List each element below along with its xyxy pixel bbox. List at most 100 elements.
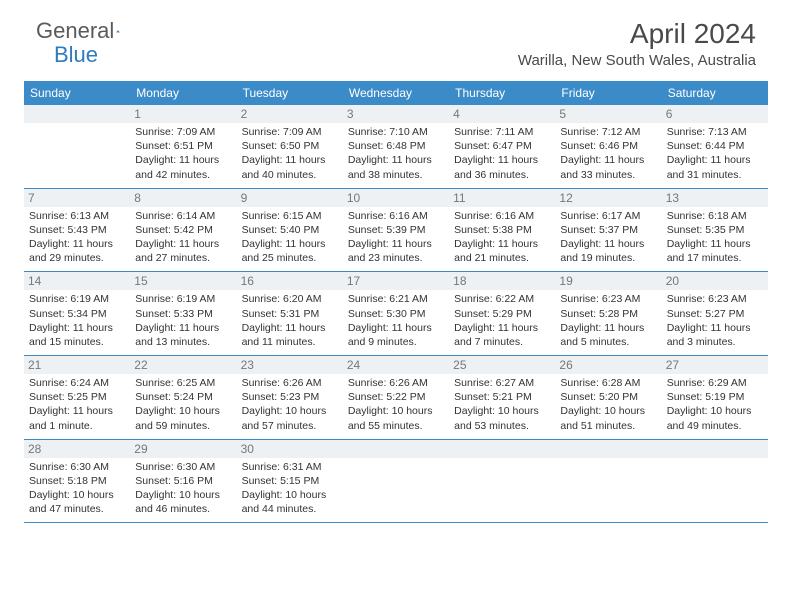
sunset-text: Sunset: 5:31 PM xyxy=(242,307,338,321)
day-number: 10 xyxy=(343,189,449,207)
logo-text-general: General xyxy=(36,18,114,44)
sunrise-text: Sunrise: 7:09 AM xyxy=(242,125,338,139)
daylight-text: Daylight: 11 hours and 25 minutes. xyxy=(242,237,338,265)
day-cell xyxy=(662,440,768,523)
day-number: 26 xyxy=(555,356,661,374)
sunset-text: Sunset: 5:18 PM xyxy=(29,474,125,488)
weekday-header-row: Sunday Monday Tuesday Wednesday Thursday… xyxy=(24,81,768,105)
day-cell: 7Sunrise: 6:13 AMSunset: 5:43 PMDaylight… xyxy=(24,189,130,272)
day-cell: 17Sunrise: 6:21 AMSunset: 5:30 PMDayligh… xyxy=(343,272,449,355)
week-row: 1Sunrise: 7:09 AMSunset: 6:51 PMDaylight… xyxy=(24,105,768,189)
daylight-text: Daylight: 11 hours and 9 minutes. xyxy=(348,321,444,349)
day-cell: 13Sunrise: 6:18 AMSunset: 5:35 PMDayligh… xyxy=(662,189,768,272)
sunrise-text: Sunrise: 6:28 AM xyxy=(560,376,656,390)
sunrise-text: Sunrise: 6:21 AM xyxy=(348,292,444,306)
sunrise-text: Sunrise: 6:24 AM xyxy=(29,376,125,390)
weekday-header: Monday xyxy=(130,81,236,105)
sunrise-text: Sunrise: 6:31 AM xyxy=(242,460,338,474)
daylight-text: Daylight: 10 hours and 59 minutes. xyxy=(135,404,231,432)
sunset-text: Sunset: 5:24 PM xyxy=(135,390,231,404)
day-number: 29 xyxy=(130,440,236,458)
daylight-text: Daylight: 11 hours and 3 minutes. xyxy=(667,321,763,349)
week-row: 14Sunrise: 6:19 AMSunset: 5:34 PMDayligh… xyxy=(24,272,768,356)
weekday-header: Wednesday xyxy=(343,81,449,105)
logo-triangle-icon xyxy=(116,23,120,39)
logo: General Blue xyxy=(36,18,140,44)
day-cell: 29Sunrise: 6:30 AMSunset: 5:16 PMDayligh… xyxy=(130,440,236,523)
daylight-text: Daylight: 10 hours and 57 minutes. xyxy=(242,404,338,432)
sunset-text: Sunset: 6:51 PM xyxy=(135,139,231,153)
week-row: 21Sunrise: 6:24 AMSunset: 5:25 PMDayligh… xyxy=(24,356,768,440)
day-number: 1 xyxy=(130,105,236,123)
sunrise-text: Sunrise: 6:14 AM xyxy=(135,209,231,223)
day-cell: 11Sunrise: 6:16 AMSunset: 5:38 PMDayligh… xyxy=(449,189,555,272)
month-title: April 2024 xyxy=(518,18,756,50)
day-number: 27 xyxy=(662,356,768,374)
sunset-text: Sunset: 6:46 PM xyxy=(560,139,656,153)
day-number: 28 xyxy=(24,440,130,458)
day-cell: 30Sunrise: 6:31 AMSunset: 5:15 PMDayligh… xyxy=(237,440,343,523)
daylight-text: Daylight: 11 hours and 27 minutes. xyxy=(135,237,231,265)
sunset-text: Sunset: 5:37 PM xyxy=(560,223,656,237)
sunset-text: Sunset: 5:29 PM xyxy=(454,307,550,321)
daylight-text: Daylight: 10 hours and 49 minutes. xyxy=(667,404,763,432)
sunset-text: Sunset: 5:16 PM xyxy=(135,474,231,488)
sunrise-text: Sunrise: 6:25 AM xyxy=(135,376,231,390)
sunset-text: Sunset: 5:15 PM xyxy=(242,474,338,488)
day-cell: 27Sunrise: 6:29 AMSunset: 5:19 PMDayligh… xyxy=(662,356,768,439)
sunrise-text: Sunrise: 7:09 AM xyxy=(135,125,231,139)
day-cell xyxy=(24,105,130,188)
day-cell: 16Sunrise: 6:20 AMSunset: 5:31 PMDayligh… xyxy=(237,272,343,355)
day-cell: 3Sunrise: 7:10 AMSunset: 6:48 PMDaylight… xyxy=(343,105,449,188)
empty-day-header xyxy=(449,440,555,458)
day-cell: 6Sunrise: 7:13 AMSunset: 6:44 PMDaylight… xyxy=(662,105,768,188)
empty-day-header xyxy=(343,440,449,458)
sunset-text: Sunset: 5:25 PM xyxy=(29,390,125,404)
sunrise-text: Sunrise: 6:26 AM xyxy=(242,376,338,390)
calendar: Sunday Monday Tuesday Wednesday Thursday… xyxy=(24,81,768,523)
daylight-text: Daylight: 11 hours and 15 minutes. xyxy=(29,321,125,349)
daylight-text: Daylight: 11 hours and 29 minutes. xyxy=(29,237,125,265)
day-cell: 4Sunrise: 7:11 AMSunset: 6:47 PMDaylight… xyxy=(449,105,555,188)
daylight-text: Daylight: 11 hours and 42 minutes. xyxy=(135,153,231,181)
day-number: 16 xyxy=(237,272,343,290)
daylight-text: Daylight: 10 hours and 47 minutes. xyxy=(29,488,125,516)
day-cell: 8Sunrise: 6:14 AMSunset: 5:42 PMDaylight… xyxy=(130,189,236,272)
title-block: April 2024 Warilla, New South Wales, Aus… xyxy=(518,18,756,69)
day-cell: 21Sunrise: 6:24 AMSunset: 5:25 PMDayligh… xyxy=(24,356,130,439)
sunset-text: Sunset: 5:34 PM xyxy=(29,307,125,321)
sunset-text: Sunset: 5:30 PM xyxy=(348,307,444,321)
sunrise-text: Sunrise: 6:16 AM xyxy=(454,209,550,223)
sunrise-text: Sunrise: 6:17 AM xyxy=(560,209,656,223)
empty-day-header xyxy=(555,440,661,458)
sunset-text: Sunset: 5:20 PM xyxy=(560,390,656,404)
sunrise-text: Sunrise: 7:10 AM xyxy=(348,125,444,139)
day-cell: 22Sunrise: 6:25 AMSunset: 5:24 PMDayligh… xyxy=(130,356,236,439)
daylight-text: Daylight: 10 hours and 46 minutes. xyxy=(135,488,231,516)
week-row: 7Sunrise: 6:13 AMSunset: 5:43 PMDaylight… xyxy=(24,189,768,273)
day-number: 30 xyxy=(237,440,343,458)
sunrise-text: Sunrise: 6:13 AM xyxy=(29,209,125,223)
day-cell: 18Sunrise: 6:22 AMSunset: 5:29 PMDayligh… xyxy=(449,272,555,355)
weekday-header: Tuesday xyxy=(237,81,343,105)
sunset-text: Sunset: 5:27 PM xyxy=(667,307,763,321)
sunset-text: Sunset: 5:38 PM xyxy=(454,223,550,237)
sunrise-text: Sunrise: 6:20 AM xyxy=(242,292,338,306)
daylight-text: Daylight: 11 hours and 17 minutes. xyxy=(667,237,763,265)
daylight-text: Daylight: 10 hours and 53 minutes. xyxy=(454,404,550,432)
sunrise-text: Sunrise: 6:23 AM xyxy=(560,292,656,306)
day-cell xyxy=(555,440,661,523)
sunrise-text: Sunrise: 6:26 AM xyxy=(348,376,444,390)
sunrise-text: Sunrise: 6:22 AM xyxy=(454,292,550,306)
sunrise-text: Sunrise: 6:19 AM xyxy=(135,292,231,306)
weekday-header: Sunday xyxy=(24,81,130,105)
day-cell: 25Sunrise: 6:27 AMSunset: 5:21 PMDayligh… xyxy=(449,356,555,439)
daylight-text: Daylight: 11 hours and 5 minutes. xyxy=(560,321,656,349)
day-cell: 10Sunrise: 6:16 AMSunset: 5:39 PMDayligh… xyxy=(343,189,449,272)
sunrise-text: Sunrise: 6:27 AM xyxy=(454,376,550,390)
daylight-text: Daylight: 11 hours and 31 minutes. xyxy=(667,153,763,181)
sunrise-text: Sunrise: 6:15 AM xyxy=(242,209,338,223)
day-number: 11 xyxy=(449,189,555,207)
sunset-text: Sunset: 5:28 PM xyxy=(560,307,656,321)
sunrise-text: Sunrise: 6:30 AM xyxy=(29,460,125,474)
